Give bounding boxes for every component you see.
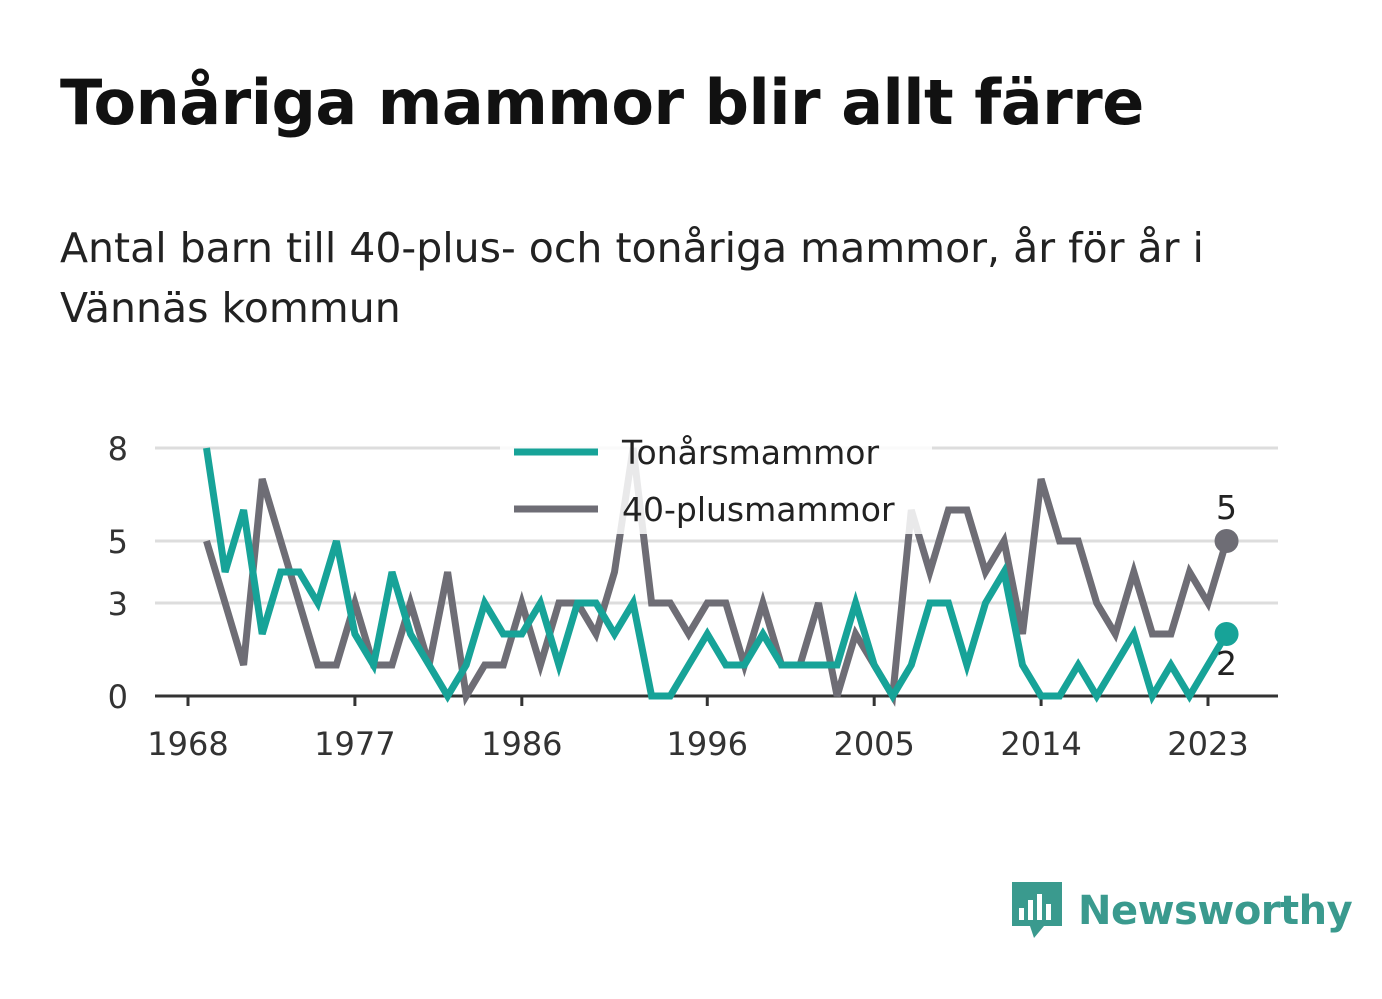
- newsworthy-chart-icon: [1012, 882, 1062, 938]
- x-tick-label: 2014: [1000, 725, 1081, 763]
- series-line-teen: [203, 447, 1230, 705]
- y-tick-label: 8: [108, 430, 128, 468]
- end-marker: [1214, 622, 1239, 646]
- series-lines: [203, 447, 1230, 707]
- x-tick-label: 1977: [314, 725, 395, 763]
- chart-subtitle: Antal barn till 40-plus- och tonåriga ma…: [60, 224, 1204, 332]
- end-marker: [1214, 529, 1239, 553]
- y-tick-label: 3: [108, 585, 128, 623]
- x-tick-label: 2005: [833, 725, 914, 763]
- end-value-label: 5: [1216, 488, 1237, 527]
- legend-label: Tonårsmammor: [621, 433, 879, 472]
- legend-background: [500, 422, 932, 534]
- newsworthy-logo: Newsworthy: [1010, 880, 1353, 942]
- end-value-label: 2: [1216, 644, 1237, 683]
- x-tick-label: 2023: [1167, 725, 1248, 763]
- end-labels: 25: [1214, 488, 1239, 683]
- x-tick-label: 1986: [481, 725, 562, 763]
- brand-name: Newsworthy: [1078, 888, 1353, 934]
- x-tick-label: 1996: [667, 725, 748, 763]
- y-tick-label: 5: [108, 523, 128, 561]
- axes: 0 3 5 8 1968 1977 1986 1996 2005 2014 2023: [108, 430, 1278, 763]
- page-title: Tonåriga mammor blir allt färre: [60, 66, 1144, 139]
- y-tick-label: 0: [108, 678, 128, 716]
- x-tick-label: 1968: [147, 725, 228, 763]
- legend-label: 40-plusmammor: [622, 490, 895, 529]
- legend: Tonårsmammor 40-plusmammor: [500, 422, 932, 534]
